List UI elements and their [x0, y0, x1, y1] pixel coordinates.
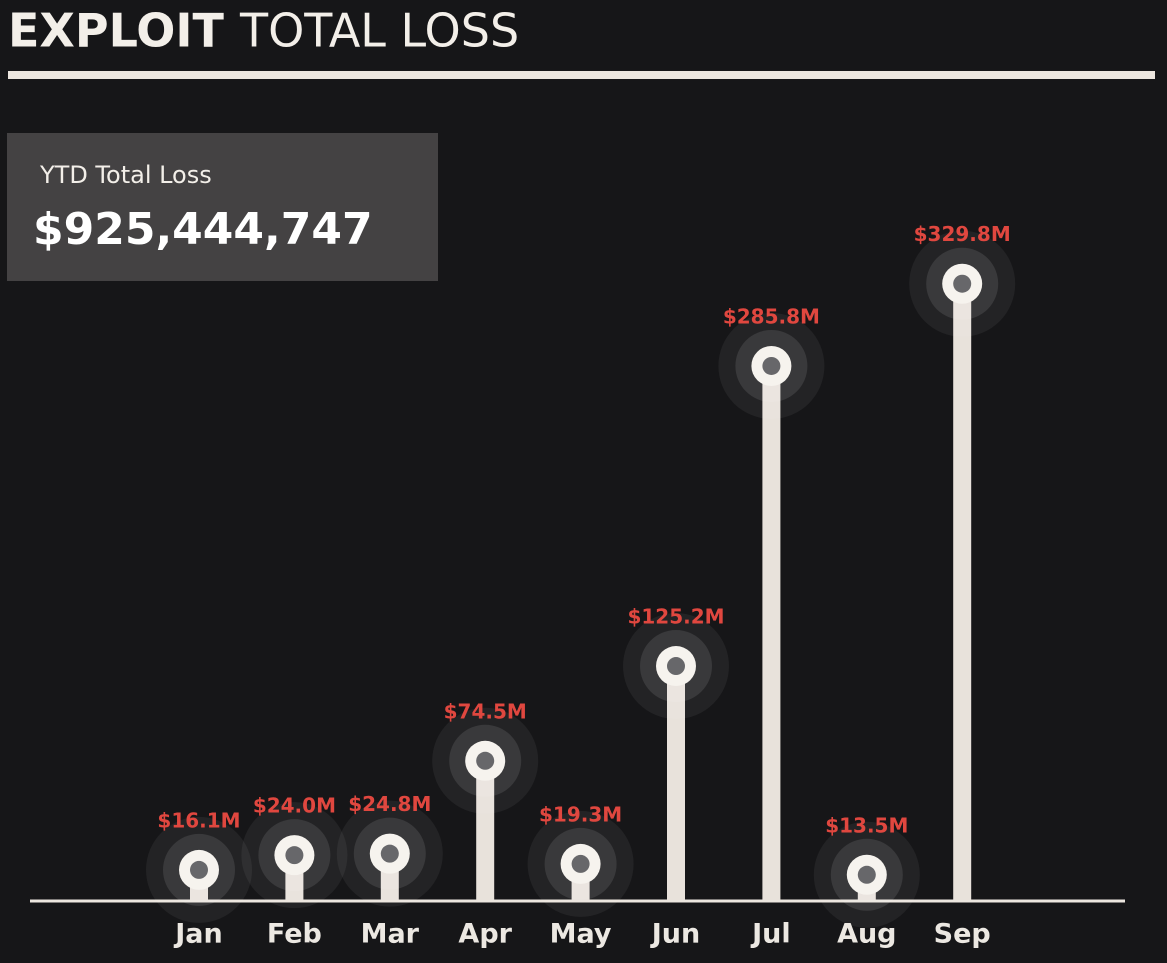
value-label: $329.8M: [914, 222, 1011, 246]
dot-center: [571, 854, 590, 873]
x-tick-label: Jul: [750, 919, 791, 950]
x-tick-label: Apr: [458, 919, 512, 950]
dot-center: [476, 751, 495, 770]
chart-title: TOTAL LOSS: [239, 4, 519, 58]
stem: [476, 760, 495, 900]
value-label: $125.2M: [627, 605, 724, 629]
value-label: $74.5M: [444, 699, 527, 723]
value-label: $16.1M: [157, 808, 240, 832]
chart-title-emphasis: EXPLOIT: [8, 4, 224, 58]
stem: [667, 666, 685, 900]
value-label: $19.3M: [539, 802, 622, 826]
kpi-box: [7, 133, 438, 281]
x-tick-label: Jun: [650, 919, 701, 950]
dot-center: [953, 274, 972, 293]
dot-center: [762, 356, 781, 375]
dot-center: [190, 860, 208, 879]
value-label: $13.5M: [825, 813, 908, 837]
kpi-label: YTD Total Loss: [39, 161, 212, 189]
dot-center: [667, 657, 685, 676]
kpi-value: $925,444,747: [33, 204, 373, 255]
dot-center: [380, 844, 399, 863]
stem: [762, 365, 781, 900]
x-tick-label: Sep: [934, 919, 991, 950]
x-tick-label: Aug: [837, 919, 896, 950]
dot-center: [285, 846, 304, 865]
stem: [953, 283, 972, 901]
x-tick-label: Jan: [173, 919, 223, 950]
title-rule: [8, 71, 1155, 79]
value-label: $24.8M: [348, 792, 431, 816]
x-tick-label: Mar: [361, 919, 420, 950]
value-label: $285.8M: [723, 304, 820, 328]
dot-center: [857, 865, 876, 884]
value-label: $24.0M: [253, 794, 336, 818]
x-tick-label: Feb: [267, 919, 322, 950]
x-tick-label: May: [550, 919, 612, 950]
